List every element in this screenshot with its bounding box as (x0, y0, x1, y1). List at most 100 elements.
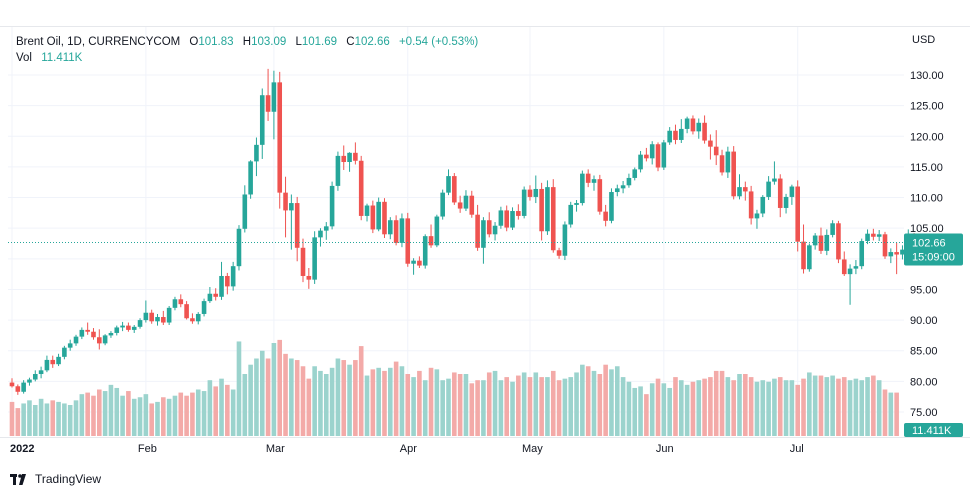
candle-body (713, 146, 719, 156)
volume-bar (545, 377, 550, 436)
candle-body (422, 236, 428, 266)
candlesticks (9, 68, 923, 395)
volume-bar (358, 346, 364, 436)
volume-bar (254, 358, 259, 436)
volume-bar (772, 378, 777, 436)
candle-body (265, 95, 271, 112)
candle (620, 181, 626, 194)
volume-bar (679, 380, 684, 436)
candle-body (754, 213, 760, 219)
price-tag-box (904, 233, 963, 266)
candle (376, 197, 381, 232)
candle-body (411, 260, 416, 264)
candle (56, 353, 61, 367)
volume-bar (102, 391, 108, 436)
volume-bar (353, 360, 358, 436)
candle-body (213, 293, 218, 297)
candle (516, 204, 521, 220)
candle (696, 118, 702, 139)
time-axis: 2022 Feb Mar Apr May Jun Jul (10, 443, 804, 455)
candle-body (684, 118, 690, 129)
tradingview-brand: TradingView (35, 472, 102, 486)
candle (15, 384, 21, 395)
volume-bar (812, 375, 818, 436)
candle-body (155, 317, 160, 322)
candle-body (638, 154, 643, 170)
candle-body (859, 241, 865, 267)
candle (649, 141, 655, 165)
candle (644, 147, 649, 162)
candle (294, 196, 300, 262)
volume-bar (44, 403, 50, 436)
symbol-label[interactable]: Brent Oil, 1D, CURRENCYCOM (16, 36, 181, 48)
candle (329, 181, 335, 230)
volume-bar (469, 383, 475, 436)
candle (795, 180, 800, 252)
price-tick-label: 130.00 (910, 70, 944, 82)
volume-bar (323, 374, 329, 436)
candle-body (230, 266, 236, 287)
candle (21, 380, 26, 394)
candle-body (364, 205, 370, 216)
price-tag-countdown: 15:09:00 (912, 252, 955, 264)
candle (748, 185, 754, 225)
volume-bar (673, 377, 678, 436)
candle (812, 233, 818, 250)
volume-bar (27, 400, 32, 436)
volume-bar (452, 372, 457, 436)
candle (498, 206, 504, 229)
volume-bar (743, 374, 748, 436)
volume-bar (329, 367, 335, 436)
candle-body (795, 186, 800, 242)
volume-bar (259, 350, 265, 436)
candle (708, 134, 713, 160)
candle-body (126, 325, 131, 330)
volume-bar (638, 386, 643, 436)
volume-bar (370, 369, 376, 436)
candle (463, 190, 469, 212)
candle-body (469, 195, 475, 215)
candle (452, 173, 457, 205)
candle (195, 312, 201, 325)
candle (271, 70, 277, 140)
volume-bar (306, 378, 312, 436)
candle-body (195, 313, 201, 322)
volume-bar (475, 380, 480, 436)
candle (655, 142, 661, 172)
candle-body (277, 82, 283, 193)
volume-bar (15, 408, 21, 436)
candle-body (143, 312, 149, 321)
volume-bar (213, 386, 218, 436)
volume-bar (690, 381, 696, 436)
close-value: 102.66 (354, 36, 390, 48)
vol-label: Vol (16, 52, 32, 64)
volume-bar (440, 380, 445, 436)
candle-body (562, 224, 568, 256)
volume-bar (318, 370, 323, 436)
candle-body (446, 176, 451, 193)
volume-bar (190, 392, 195, 436)
volume-bar (230, 389, 236, 436)
candle (667, 127, 672, 145)
candle (545, 180, 550, 235)
candle (207, 287, 213, 303)
candle (131, 324, 137, 333)
volume-bar (376, 367, 381, 436)
volume-bar (277, 339, 283, 436)
candle-body (440, 192, 445, 217)
candle (679, 119, 684, 144)
candle (126, 322, 131, 332)
time-tick-label: Apr (400, 443, 417, 455)
volume-bar (67, 405, 73, 436)
tradingview-branding[interactable]: TradingView (10, 472, 101, 486)
candle (731, 146, 736, 200)
candle (638, 150, 643, 173)
candle (44, 355, 50, 373)
currency-label[interactable]: USD (912, 34, 936, 46)
candle-body (178, 299, 184, 305)
candle (242, 185, 248, 233)
candle (219, 261, 224, 300)
candle-body (661, 142, 667, 168)
volume-bars (9, 339, 899, 436)
